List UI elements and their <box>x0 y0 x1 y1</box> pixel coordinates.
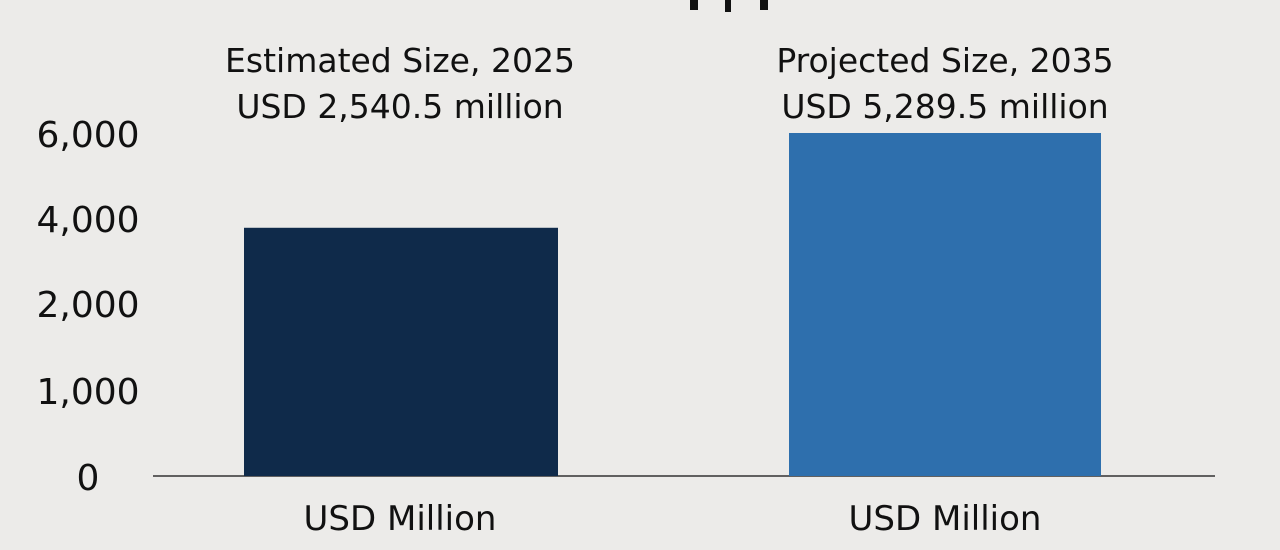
y-tick-label: 4,000 <box>36 200 139 241</box>
annotation-line1: Estimated Size, 2025 <box>225 41 575 80</box>
y-tick-label: 1,000 <box>36 372 139 413</box>
bar <box>244 227 558 476</box>
bar <box>789 133 1101 476</box>
y-tick-label: 0 <box>77 458 100 499</box>
title-fragment <box>725 0 731 12</box>
y-tick-label: 6,000 <box>36 115 139 156</box>
x-category-label: USD Million <box>304 499 497 539</box>
annotation-line1: Projected Size, 2035 <box>776 41 1113 80</box>
annotation-line2: USD 5,289.5 million <box>781 87 1108 126</box>
annotation-line2: USD 2,540.5 million <box>236 87 563 126</box>
x-category-label: USD Million <box>849 499 1042 539</box>
title-fragment <box>690 0 698 10</box>
y-tick-label: 2,000 <box>36 285 139 326</box>
title-fragment <box>760 0 768 10</box>
